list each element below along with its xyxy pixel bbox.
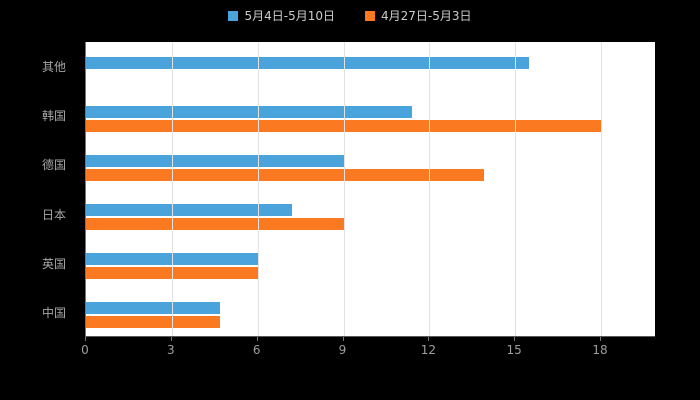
legend-label: 4月27日-5月3日 [381, 9, 472, 23]
legend-label: 5月4日-5月10日 [244, 9, 335, 23]
category-label-2: 德国 [42, 158, 67, 173]
category-label-5: 中国 [42, 305, 67, 320]
category-row-5 [86, 287, 655, 336]
x-tick-mark [85, 337, 86, 341]
x-axis-ticks: 0 3 6 9 12 15 18 [81, 343, 655, 359]
category-row-2 [86, 140, 655, 189]
plot-area [85, 42, 655, 337]
bar-series-0-cat-3[interactable] [86, 203, 292, 216]
category-label-4: 英国 [42, 256, 67, 271]
gridline [257, 42, 259, 336]
bar-series-1-cat-3[interactable] [86, 217, 344, 230]
bar-series-0-cat-2[interactable] [86, 154, 344, 167]
x-tick-mark [600, 337, 601, 341]
x-tick-mark [342, 337, 344, 341]
x-tick-label-15: 15 [506, 343, 522, 357]
x-tick-label-6: 6 [252, 343, 261, 357]
category-row-0 [86, 42, 655, 91]
legend-swatch-icon [228, 10, 239, 21]
legend: 5月4日-5月10日 4月27日-5月3日 [0, 7, 700, 24]
bar-series-1-cat-2[interactable] [86, 168, 484, 181]
bar-series-0-cat-1[interactable] [86, 105, 413, 118]
gridline [429, 42, 431, 336]
x-tick-label-12: 12 [420, 343, 436, 357]
x-tick-mark [256, 337, 258, 341]
category-row-3 [86, 189, 655, 238]
y-axis-labels: 其他韩国德国日本英国中国 [0, 42, 85, 337]
category-label-1: 韩国 [42, 109, 67, 124]
gridline [601, 42, 602, 336]
gridline [515, 42, 517, 336]
bar-series-1-cat-5[interactable] [86, 315, 221, 328]
x-tick-label-18: 18 [592, 343, 608, 357]
gridline [343, 42, 345, 336]
x-tick-label-9: 9 [338, 343, 347, 357]
legend-item-series-1[interactable]: 4月27日-5月3日 [365, 7, 472, 24]
category-label-0: 其他 [42, 60, 67, 75]
x-tick-mark [514, 337, 516, 341]
x-tick-mark [170, 337, 172, 341]
bar-series-0-cat-0[interactable] [86, 56, 530, 69]
legend-item-series-0[interactable]: 5月4日-5月10日 [228, 7, 335, 24]
category-label-3: 日本 [42, 207, 67, 222]
gridline [171, 42, 173, 336]
x-tick-label-3: 3 [167, 343, 175, 357]
bar-series-0-cat-5[interactable] [86, 301, 221, 314]
legend-swatch-icon [365, 10, 375, 21]
x-tick-label-0: 0 [81, 343, 89, 357]
x-axis-tickmarks [85, 337, 655, 342]
x-tick-mark [428, 337, 430, 341]
